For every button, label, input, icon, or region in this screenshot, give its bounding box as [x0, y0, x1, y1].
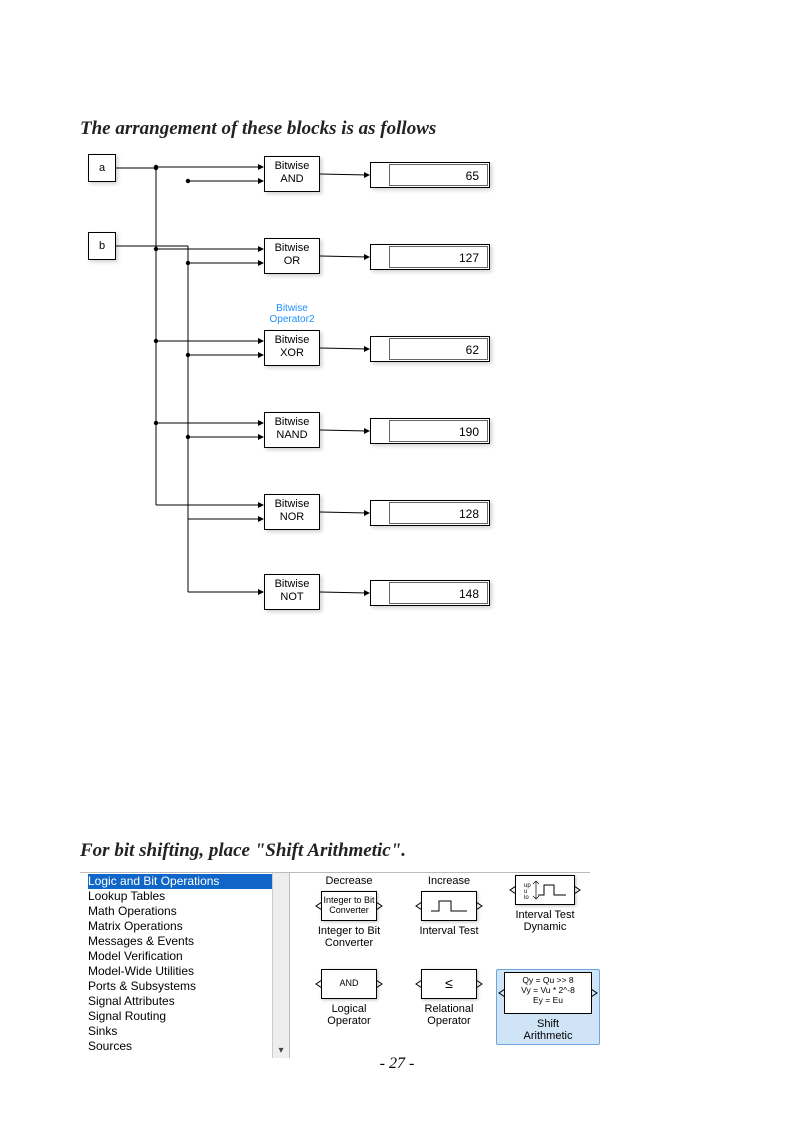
- op-block-5: BitwiseNOT: [264, 574, 320, 610]
- display-value-1: 127: [389, 246, 488, 268]
- display-value-0: 65: [389, 164, 488, 186]
- tree-item-8[interactable]: Signal Attributes: [88, 994, 289, 1009]
- op-block-3: BitwiseNAND: [264, 412, 320, 448]
- page-number: - 27 -: [0, 1055, 794, 1073]
- tree-item-5[interactable]: Model Verification: [88, 949, 289, 964]
- tree-scrollbar[interactable]: ▾: [272, 873, 289, 1058]
- tree-item-2[interactable]: Math Operations: [88, 904, 289, 919]
- op-block-1: BitwiseOR: [264, 238, 320, 274]
- tree-item-7[interactable]: Ports & Subsystems: [88, 979, 289, 994]
- display-block-3: 190: [370, 418, 490, 444]
- tree-item-3[interactable]: Matrix Operations: [88, 919, 289, 934]
- display-value-5: 148: [389, 582, 488, 604]
- display-value-3: 190: [389, 420, 488, 442]
- palette-relational-operator[interactable]: ≤RelationalOperator: [402, 969, 496, 1027]
- palette-shift-arithmetic[interactable]: Qy = Qu >> 8Vy = Vu * 2^-8Ey = EuShiftAr…: [496, 969, 600, 1045]
- tree-item-10[interactable]: Sinks: [88, 1024, 289, 1039]
- tree-item-1[interactable]: Lookup Tables: [88, 889, 289, 904]
- library-browser: Logic and Bit OperationsLookup TablesMat…: [80, 872, 590, 1058]
- library-tree[interactable]: Logic and Bit OperationsLookup TablesMat…: [80, 873, 290, 1058]
- input-b-block: b: [88, 232, 116, 260]
- tree-item-9[interactable]: Signal Routing: [88, 1009, 289, 1024]
- palette-integer-to-bit-converter[interactable]: DecreaseInteger to BitConverterInteger t…: [302, 875, 396, 949]
- svg-text:lo: lo: [524, 895, 529, 901]
- display-block-5: 148: [370, 580, 490, 606]
- tree-item-0[interactable]: Logic and Bit Operations: [88, 874, 283, 889]
- tree-item-6[interactable]: Model-Wide Utilities: [88, 964, 289, 979]
- display-value-4: 128: [389, 502, 488, 524]
- op-caption: BitwiseOperator2: [257, 304, 327, 325]
- display-block-2: 62: [370, 336, 490, 362]
- input-a-block: a: [88, 154, 116, 182]
- bitwise-block-diagram: a b BitwiseAND 65 BitwiseOR 127 BitwiseXOR 62 Bi…: [80, 150, 500, 640]
- palette-interval-test[interactable]: IncreaseInterval Test: [402, 875, 496, 937]
- block-palette: DecreaseInteger to BitConverterInteger t…: [294, 873, 590, 1058]
- palette-interval-test-dynamic[interactable]: upuloInterval TestDynamic: [498, 875, 592, 933]
- display-block-0: 65: [370, 162, 490, 188]
- palette-logical-operator[interactable]: ANDLogicalOperator: [302, 969, 396, 1027]
- heading-arrangement: The arrangement of these blocks is as fo…: [80, 118, 714, 140]
- op-block-0: BitwiseAND: [264, 156, 320, 192]
- tree-item-4[interactable]: Messages & Events: [88, 934, 289, 949]
- op-block-2: BitwiseXOR: [264, 330, 320, 366]
- display-block-1: 127: [370, 244, 490, 270]
- display-block-4: 128: [370, 500, 490, 526]
- tree-item-11[interactable]: Sources: [88, 1039, 289, 1054]
- display-value-2: 62: [389, 338, 488, 360]
- diagram-wires: [80, 150, 500, 640]
- heading-shift: For bit shifting, place "Shift Arithmeti…: [80, 840, 714, 862]
- op-block-4: BitwiseNOR: [264, 494, 320, 530]
